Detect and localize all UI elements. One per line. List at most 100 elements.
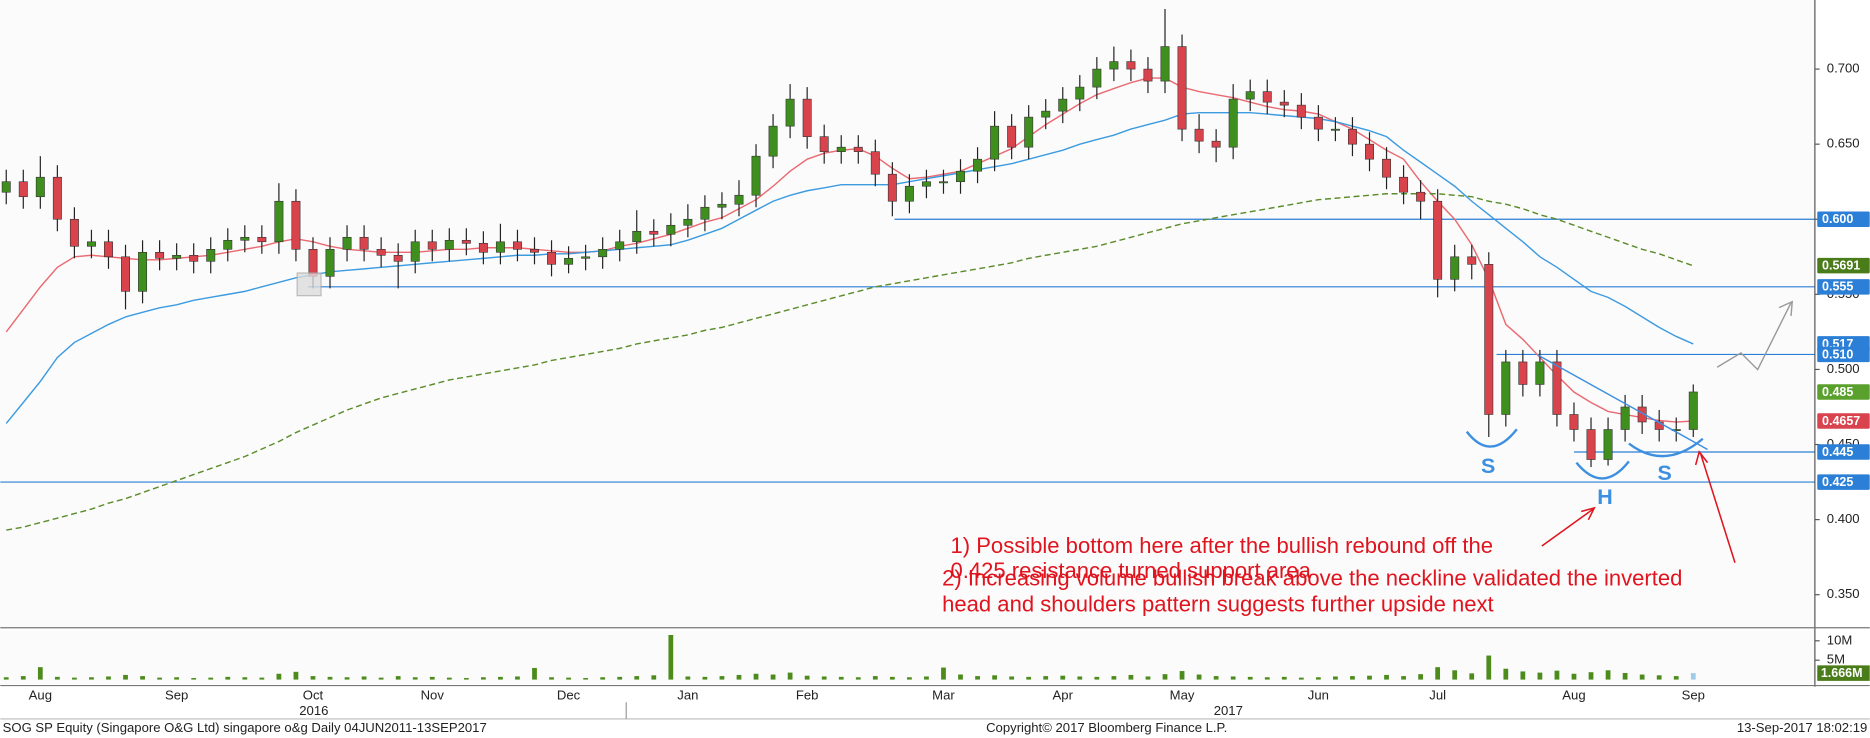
candle-body: [683, 218, 693, 226]
candle-body: [1433, 200, 1443, 280]
pattern-label: S: [1481, 454, 1495, 478]
candle-body: [904, 185, 914, 202]
x-tick-label: Jun: [1308, 688, 1329, 703]
moving-average: [5, 111, 1694, 424]
footer-left: SOG SP Equity (Singapore O&G Ltd) singap…: [3, 720, 487, 735]
volume-bar: [1333, 676, 1338, 680]
candle-body: [1092, 68, 1102, 88]
volume-bar: [617, 676, 623, 680]
volume-bar: [1077, 676, 1083, 680]
candle-body: [1620, 406, 1630, 430]
candle-body: [189, 255, 199, 262]
candle-body: [444, 239, 454, 250]
candle-body: [291, 200, 301, 250]
x-tick-label: Oct: [303, 688, 324, 703]
candle-body: [1450, 256, 1460, 280]
candle-body: [1569, 414, 1579, 430]
volume-bar: [668, 634, 674, 680]
volume-bar: [941, 667, 946, 680]
candle-body: [35, 176, 45, 198]
volume-bar: [1179, 671, 1185, 680]
x-tick-label: Aug: [29, 688, 52, 703]
volume-bar: [1520, 671, 1526, 680]
candle-body: [1552, 361, 1562, 415]
candle-body: [1382, 158, 1392, 178]
candle-body: [512, 241, 522, 250]
volume-bar: [1264, 677, 1270, 680]
volume-bar: [191, 678, 197, 680]
volume-bar: [770, 674, 776, 680]
volume-bar: [1026, 676, 1032, 680]
candle-body: [342, 236, 352, 250]
volume-bar: [225, 676, 231, 680]
level-tag-box: [1817, 474, 1870, 490]
volume-tag-box: [1817, 665, 1870, 681]
volume-bar: [242, 677, 248, 680]
axes: 0.3500.4000.4500.5000.5500.6000.6500.700…: [29, 61, 1860, 703]
volume-tick-label: 10M: [1827, 632, 1853, 647]
volume-bar: [907, 677, 912, 680]
price-tag-box: [1817, 257, 1870, 274]
candle-body: [1518, 361, 1528, 385]
candle-body: [359, 236, 369, 250]
volume-bar: [310, 676, 316, 680]
candle-body: [1330, 128, 1340, 131]
shoulder-arc: [1628, 437, 1704, 458]
candle-body: [598, 248, 608, 258]
y-tick-label: 0.700: [1827, 61, 1860, 76]
candle-body: [1160, 46, 1170, 82]
candle-body: [1194, 128, 1204, 142]
volume-bar: [1213, 676, 1219, 680]
x-tick-label: Mar: [932, 688, 955, 703]
candle-body: [819, 136, 829, 152]
volume-bar: [719, 676, 725, 680]
volume-bar: [412, 677, 418, 680]
volume-bar: [378, 677, 384, 680]
candle-body: [1058, 98, 1068, 112]
annotation-text: 1) Possible bottom here after the bullis…: [950, 533, 1493, 558]
volume-bar: [123, 674, 128, 680]
volume-bar: [1537, 672, 1543, 680]
candle-body: [1484, 264, 1494, 415]
x-tick-label: Sep: [165, 688, 188, 703]
volume-bar: [1605, 670, 1611, 680]
volume-bar: [429, 676, 435, 680]
volume-bar: [1298, 677, 1304, 680]
moving-average: [6, 193, 1694, 531]
candle-body: [1007, 125, 1017, 148]
candle-body: [666, 224, 676, 235]
volume-bar: [753, 673, 759, 680]
volume-bar: [992, 675, 997, 680]
candle-body: [1, 181, 11, 193]
volume-bar: [549, 677, 554, 680]
level-tag-label: 0.510: [1822, 347, 1853, 361]
volume-bar: [1639, 674, 1645, 680]
level-tag-label: 0.600: [1822, 212, 1853, 226]
candle-body: [1501, 361, 1511, 415]
year-label: 2017: [1214, 703, 1243, 718]
candles: [1, 9, 1698, 468]
level-tag-box: [1817, 279, 1870, 295]
candle-body: [495, 241, 505, 253]
volume-bar: [37, 667, 43, 680]
volume-bar: [532, 667, 537, 680]
x-tick-label: Sep: [1682, 688, 1705, 703]
candle-body: [1586, 429, 1596, 460]
volume-bar: [1486, 655, 1492, 680]
candle-body: [461, 239, 471, 244]
x-tick-label: Aug: [1562, 688, 1585, 703]
annotation-arrows: [1541, 450, 1736, 563]
volume-bar: [1673, 676, 1679, 680]
volume-bar: [157, 677, 162, 680]
candle-body: [1245, 91, 1255, 100]
annotation-text: 0.425 resistance turned support area: [950, 558, 1311, 583]
volume-bar: [600, 677, 606, 680]
volume-bar: [634, 676, 640, 680]
volume-bar: [259, 677, 265, 680]
volume-bar: [872, 676, 878, 680]
volume-bar: [1094, 676, 1100, 680]
footer-right: 13-Sep-2017 18:02:19: [1737, 720, 1867, 735]
volume-bar: [1690, 673, 1696, 680]
candle-body: [887, 173, 897, 202]
